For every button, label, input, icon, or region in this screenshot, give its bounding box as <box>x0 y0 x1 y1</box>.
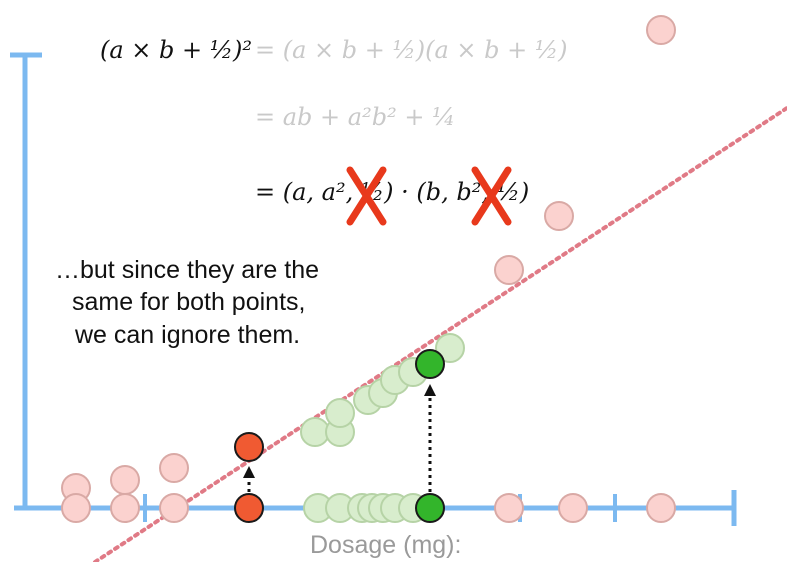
caption-line-3: we can ignore them. <box>74 321 300 349</box>
caption-line-2: same for both points, <box>72 288 305 316</box>
pink-point <box>110 493 140 523</box>
green-point-base <box>415 493 445 523</box>
arrow-red <box>243 466 255 492</box>
dotted-regression-line <box>93 106 787 562</box>
green-point <box>435 333 465 363</box>
caption: …but since they are the same for both po… <box>55 256 319 349</box>
arrow-green <box>424 384 436 492</box>
pink-point <box>159 453 189 483</box>
pink-point <box>494 493 524 523</box>
equation-line1-rhs: = (a × b + ½)(a × b + ½) <box>255 36 568 64</box>
equation-line-2: = ab + a²b² + ¼ <box>255 103 455 131</box>
pink-point <box>646 15 676 45</box>
pink-point <box>544 201 574 231</box>
green-points <box>300 333 465 523</box>
pink-point <box>646 493 676 523</box>
pink-points <box>61 15 676 523</box>
equation-line-1: (a × b + ½)² = (a × b + ½)(a × b + ½) <box>100 36 568 64</box>
y-axis <box>10 52 42 508</box>
strike-mark-left <box>346 166 387 226</box>
green-point <box>300 417 330 447</box>
caption-line-1: …but since they are the <box>55 256 319 284</box>
pink-point <box>159 493 189 523</box>
pink-point <box>494 255 524 285</box>
green-point-lifted <box>415 349 445 379</box>
strike-mark-right <box>471 166 512 226</box>
pink-point <box>61 493 91 523</box>
pink-point <box>110 465 140 495</box>
red-point-base <box>234 493 264 523</box>
equation-line1-lhs: (a × b + ½)² <box>100 36 252 64</box>
pink-point <box>558 493 588 523</box>
x-axis-label: Dosage (mg): <box>310 531 461 559</box>
red-point-lifted <box>234 432 264 462</box>
green-point <box>325 398 355 428</box>
